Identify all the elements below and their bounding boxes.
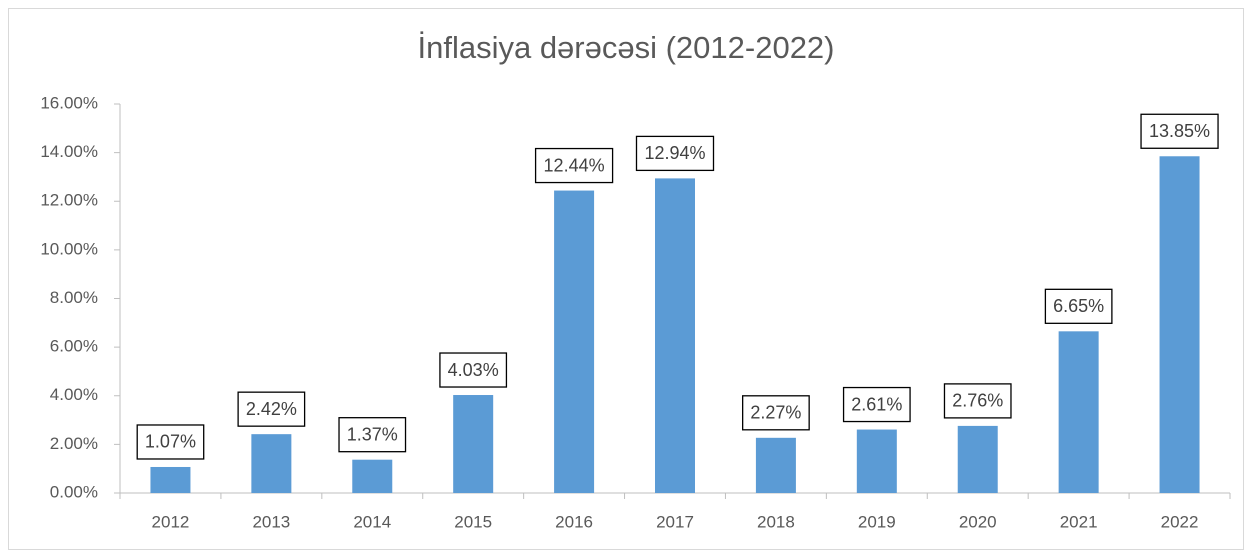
y-tick-label: 14.00%	[40, 142, 98, 161]
data-label-box	[439, 352, 508, 388]
x-tick-label: 2014	[353, 512, 391, 531]
data-label: 4.03%	[448, 360, 499, 380]
data-label-box	[534, 147, 614, 184]
data-label: 2.61%	[851, 394, 902, 414]
x-tick-label: 2012	[152, 512, 190, 531]
data-label-box	[1140, 113, 1219, 149]
bar	[554, 190, 595, 494]
bar	[655, 178, 695, 494]
bar	[755, 437, 796, 493]
y-tick-label: 6.00%	[50, 337, 98, 356]
y-tick-label: 16.00%	[40, 93, 98, 112]
data-label: 12.94%	[644, 143, 705, 163]
data-label-box	[338, 417, 407, 453]
data-label: 6.65%	[1053, 296, 1104, 316]
x-tick-label: 2019	[858, 512, 896, 531]
x-tick-label: 2020	[959, 512, 997, 531]
x-tick-label: 2018	[757, 512, 795, 531]
data-label: 13.85%	[1149, 121, 1210, 141]
y-tick-label: 10.00%	[40, 239, 98, 258]
y-tick-label: 12.00%	[40, 191, 98, 210]
data-label-box	[842, 386, 911, 423]
data-label-box	[237, 391, 306, 427]
data-label: 2.76%	[952, 391, 1003, 411]
chart-border	[8, 8, 1244, 550]
data-label-box	[943, 383, 1012, 419]
bar	[352, 459, 393, 493]
data-label: 2.42%	[246, 399, 297, 419]
x-tick-label: 2013	[252, 512, 290, 531]
data-label: 12.44%	[544, 155, 605, 175]
bar	[150, 466, 191, 493]
x-tick-label: 2016	[555, 512, 593, 531]
bar	[1159, 156, 1200, 493]
x-tick-label: 2021	[1060, 512, 1098, 531]
bar	[1058, 331, 1099, 493]
data-label-box	[635, 135, 715, 172]
bar	[251, 434, 292, 493]
chart-title: İnflasiya dərəcəsi (2012-2022)	[417, 30, 834, 65]
data-label: 1.37%	[347, 424, 398, 444]
y-tick-label: 8.00%	[50, 288, 98, 307]
bar	[856, 429, 897, 493]
data-label-box	[1044, 288, 1113, 324]
x-tick-label: 2022	[1161, 512, 1199, 531]
data-label: 2.27%	[750, 403, 801, 423]
x-tick-label: 2017	[656, 512, 694, 531]
bar	[453, 395, 494, 493]
y-tick-label: 2.00%	[50, 434, 98, 453]
data-label-box	[136, 424, 205, 460]
data-label: 1.07%	[145, 432, 196, 452]
x-tick-label: 2015	[454, 512, 492, 531]
y-tick-label: 4.00%	[50, 385, 98, 404]
data-label-box	[742, 395, 810, 431]
bar	[957, 425, 998, 493]
y-tick-label: 0.00%	[50, 482, 98, 501]
